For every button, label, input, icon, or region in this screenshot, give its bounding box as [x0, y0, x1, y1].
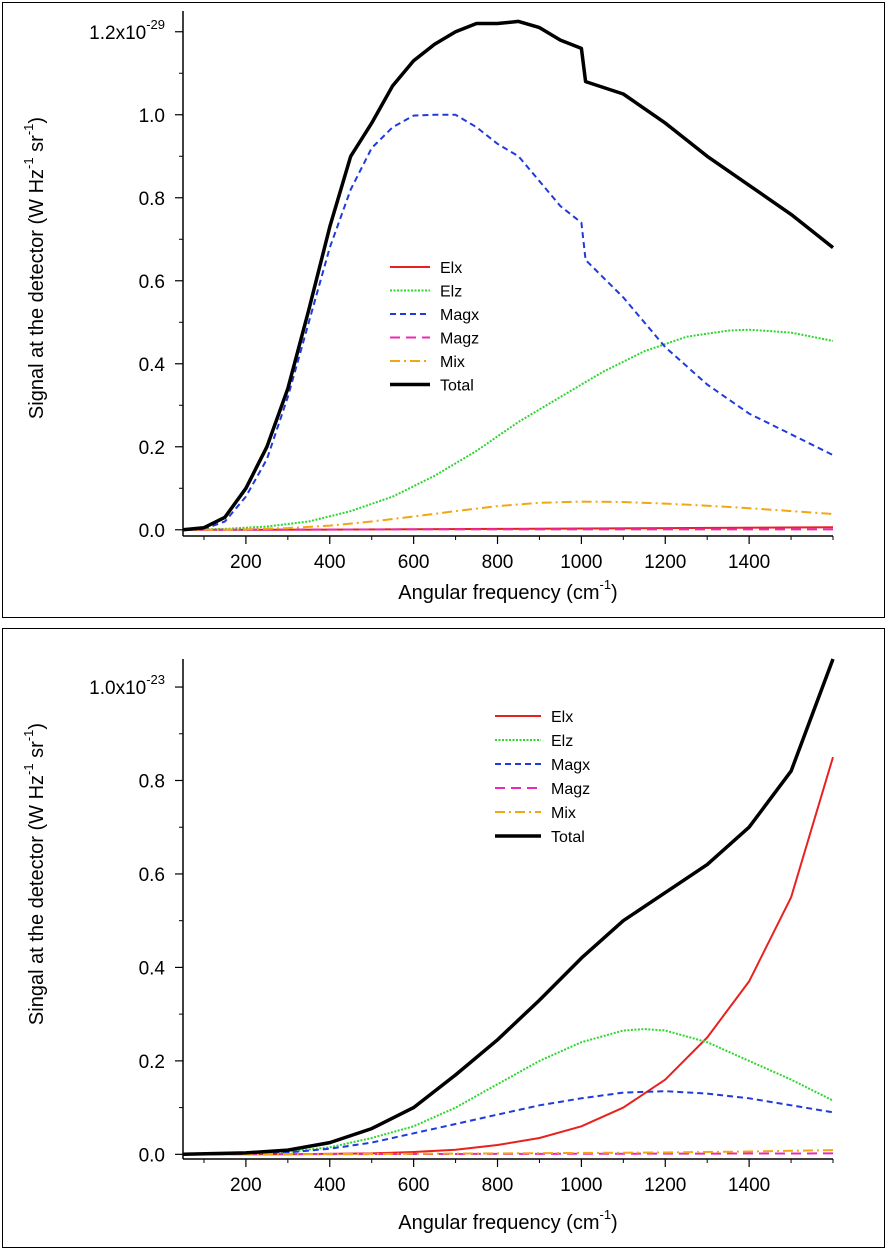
x-tick-label: 1400: [728, 1175, 770, 1196]
chart-panel-bottom: 200 400 600 800 1000 1200 1400 0.0 0.2 0.4 0.6 0.8 1…: [2, 628, 885, 1248]
legend-label-magx: Magx: [551, 757, 590, 774]
legend-label-total: Total: [551, 829, 585, 846]
x-axis-title: Angular frequency (cm-1): [398, 1207, 617, 1234]
x-tick-label: 800: [482, 1175, 514, 1196]
x-axis-title: Angular frequency (cm-1): [398, 577, 617, 604]
legend-label-elx: Elx: [551, 709, 573, 726]
series-line-elx: [182, 756, 834, 1156]
legend-label-elx: Elx: [440, 260, 462, 277]
legend-label-elz: Elz: [551, 733, 573, 750]
x-tick-label: 1200: [644, 1175, 686, 1196]
chart-svg-top: 200 400 600 800 1000 1200 1400 0.0 0.2 0.4 0.6 0.8 1…: [21, 11, 835, 604]
y-tick-label: 0.4: [139, 958, 166, 979]
y-tick-label: 0.6: [139, 865, 165, 886]
y-axis-title: Signal at the detector (W Hz-1 sr-1): [21, 117, 48, 419]
y-tick-label: 0.8: [139, 771, 165, 792]
legend-label-total: Total: [440, 378, 474, 395]
x-tick-label: 600: [398, 552, 430, 573]
x-tick-label: 800: [482, 552, 514, 573]
y-tick-label: 1.0: [139, 106, 165, 127]
series-line-mix: [182, 500, 834, 531]
legend-label-magz: Magz: [440, 331, 479, 348]
y-tick-label: 0.0: [139, 1145, 165, 1166]
x-tick-label: 200: [230, 552, 262, 573]
x-tick-label: 1400: [728, 552, 770, 573]
series-line-elz: [182, 328, 834, 531]
x-tick-label: 400: [314, 552, 346, 573]
x-tick-label: 1000: [560, 552, 602, 573]
legend-label-magz: Magz: [551, 781, 590, 798]
series-line-elz: [182, 1028, 834, 1156]
y-tick-label: 0.6: [139, 272, 165, 293]
y-top-tick-label: 1.0x10-23: [89, 672, 165, 699]
legend-label-magx: Magx: [440, 307, 479, 324]
series-line-magx: [182, 1090, 834, 1156]
series-line-total: [182, 19, 835, 532]
series-line-mix: [182, 1149, 834, 1156]
y-top-tick-label: 1.2x10-29: [89, 17, 165, 44]
x-tick-label: 400: [314, 1175, 346, 1196]
chart-panel-top: 200 400 600 800 1000 1200 1400 0.0 0.2 0.4 0.6 0.8 1…: [2, 2, 885, 618]
legend-label-mix: Mix: [440, 354, 465, 371]
legend-label-elz: Elz: [440, 284, 462, 301]
x-tick-label: 1000: [560, 1175, 602, 1196]
y-axis-title: Singal at the detector (W Hz-1 sr-1): [21, 723, 48, 1025]
series-line-total: [182, 658, 835, 1157]
y-tick-label: 0.2: [139, 1052, 165, 1073]
y-tick-label: 0.8: [139, 189, 165, 210]
y-tick-label: 0.0: [139, 521, 165, 542]
series-line-magx: [182, 113, 834, 531]
chart-svg-bottom: 200 400 600 800 1000 1200 1400 0.0 0.2 0.4 0.6 0.8 1…: [21, 658, 835, 1234]
x-tick-label: 1200: [644, 552, 686, 573]
y-tick-label: 0.2: [139, 438, 165, 459]
x-tick-label: 200: [230, 1175, 262, 1196]
legend-label-mix: Mix: [551, 805, 576, 822]
x-tick-label: 600: [398, 1175, 430, 1196]
y-tick-label: 0.4: [139, 355, 166, 376]
